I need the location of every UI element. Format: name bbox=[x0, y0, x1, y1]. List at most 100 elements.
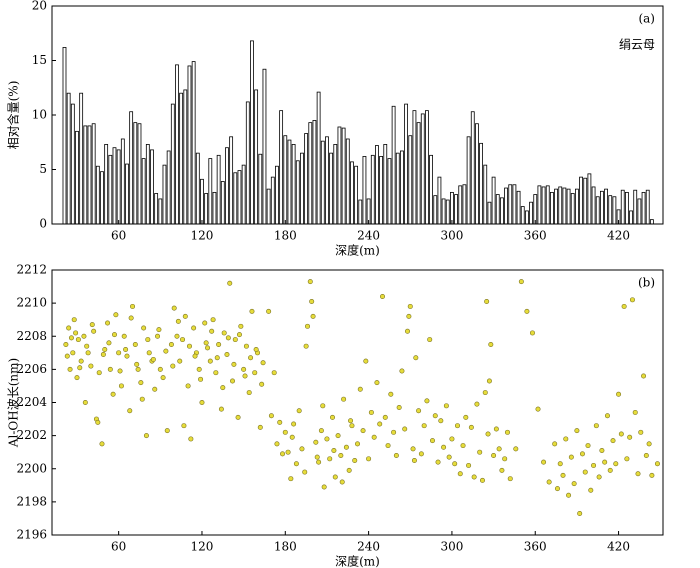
point bbox=[277, 419, 283, 425]
point bbox=[588, 487, 594, 493]
point bbox=[471, 474, 477, 480]
point bbox=[379, 293, 385, 299]
point bbox=[357, 386, 363, 392]
plot-frame bbox=[51, 269, 664, 536]
point bbox=[486, 378, 492, 384]
bar bbox=[537, 185, 542, 225]
point bbox=[288, 476, 294, 482]
point bbox=[484, 298, 490, 304]
point bbox=[368, 409, 374, 415]
point bbox=[457, 471, 463, 477]
point bbox=[253, 346, 259, 352]
point bbox=[199, 399, 205, 405]
point bbox=[477, 449, 483, 455]
point bbox=[541, 459, 547, 465]
point bbox=[224, 351, 230, 357]
bar bbox=[300, 152, 304, 225]
bar bbox=[66, 92, 71, 225]
point bbox=[180, 337, 186, 343]
point bbox=[416, 408, 422, 414]
point bbox=[413, 355, 419, 361]
point bbox=[123, 346, 129, 352]
bar bbox=[154, 193, 159, 225]
y-tick-label: 2204 bbox=[16, 395, 47, 409]
y-tick-label: 10 bbox=[32, 108, 47, 122]
point bbox=[236, 332, 242, 338]
x-tick-label: 180 bbox=[274, 229, 297, 243]
bar bbox=[416, 122, 421, 225]
bar bbox=[595, 196, 600, 225]
point bbox=[393, 452, 399, 458]
point bbox=[164, 428, 170, 434]
point bbox=[118, 383, 124, 389]
point bbox=[235, 414, 241, 420]
point bbox=[305, 323, 311, 329]
point bbox=[407, 303, 413, 309]
point bbox=[646, 441, 652, 447]
bar bbox=[379, 156, 384, 225]
bar bbox=[262, 68, 267, 225]
bar bbox=[137, 123, 142, 225]
bar bbox=[341, 127, 346, 225]
point bbox=[124, 353, 130, 359]
panel-label: (a) bbox=[638, 12, 655, 26]
bar bbox=[287, 139, 292, 225]
bar bbox=[450, 191, 454, 225]
x-tick-label: 240 bbox=[357, 540, 380, 554]
y-tick-label: 15 bbox=[32, 53, 47, 67]
point bbox=[182, 313, 188, 319]
point bbox=[566, 492, 572, 498]
point bbox=[354, 441, 360, 447]
point bbox=[593, 423, 599, 429]
bar bbox=[633, 189, 638, 225]
point bbox=[624, 456, 630, 462]
bar bbox=[233, 172, 238, 225]
bar bbox=[258, 153, 263, 225]
point bbox=[303, 343, 309, 349]
bar bbox=[562, 187, 567, 225]
bar bbox=[212, 191, 217, 225]
bar bbox=[108, 154, 113, 225]
bar bbox=[187, 65, 192, 225]
bar bbox=[358, 199, 363, 225]
point bbox=[585, 443, 591, 449]
point bbox=[163, 348, 169, 354]
bar bbox=[112, 147, 117, 225]
point bbox=[100, 351, 106, 357]
bar bbox=[120, 138, 125, 225]
bar bbox=[179, 92, 184, 225]
point bbox=[63, 342, 69, 348]
point bbox=[502, 456, 508, 462]
point bbox=[563, 436, 569, 442]
point bbox=[185, 383, 191, 389]
point bbox=[443, 403, 449, 409]
point bbox=[460, 443, 466, 449]
point bbox=[507, 476, 513, 482]
bar bbox=[429, 154, 433, 225]
bar bbox=[283, 135, 288, 225]
bar bbox=[70, 103, 75, 225]
point bbox=[209, 328, 215, 334]
bar bbox=[62, 47, 67, 225]
point bbox=[252, 370, 258, 376]
bar bbox=[125, 163, 129, 225]
point bbox=[582, 469, 588, 475]
bar bbox=[475, 123, 479, 225]
point bbox=[174, 333, 180, 339]
point bbox=[332, 474, 338, 480]
point bbox=[271, 370, 277, 376]
y-axis-label: 相对含量(%) bbox=[6, 81, 21, 150]
bar bbox=[337, 126, 342, 225]
point bbox=[406, 313, 412, 319]
bar bbox=[404, 103, 409, 225]
point bbox=[210, 317, 216, 323]
point bbox=[366, 456, 372, 462]
point bbox=[596, 474, 602, 480]
point bbox=[424, 398, 430, 404]
point bbox=[463, 414, 469, 420]
bar bbox=[412, 110, 417, 225]
bar bbox=[204, 193, 209, 225]
point bbox=[127, 408, 133, 414]
point bbox=[81, 333, 87, 339]
